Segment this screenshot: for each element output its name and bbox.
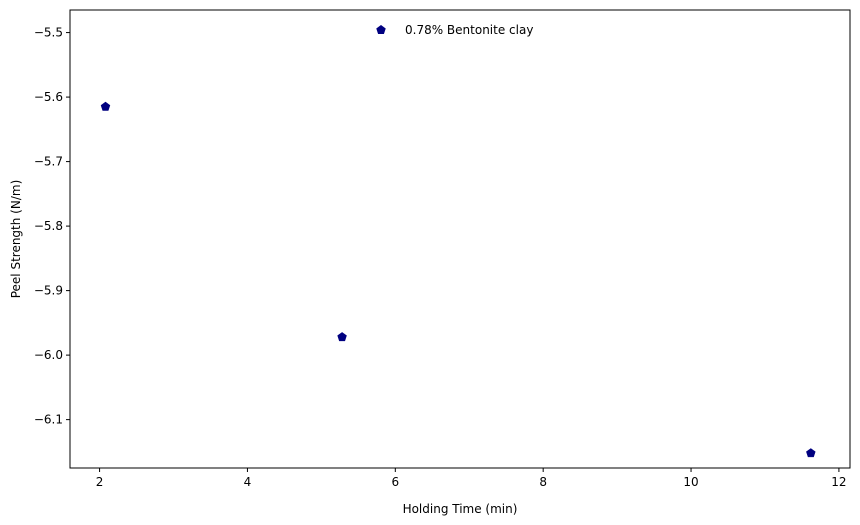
- legend: 0.78% Bentonite clay: [376, 23, 533, 37]
- legend-marker-pentagon-icon: [376, 25, 386, 35]
- plot-frame: [69, 9, 851, 469]
- data-point: [806, 448, 816, 458]
- y-tick-label: −5.9: [34, 284, 63, 298]
- y-axis: −5.5 −5.6 −5.7 −5.8 −5.9 −6.0 −6.1: [34, 26, 70, 427]
- y-tick-label: −5.6: [34, 90, 63, 104]
- x-tick-label: 2: [96, 475, 104, 489]
- x-tick-label: 8: [539, 475, 547, 489]
- data-marks: [100, 101, 816, 458]
- y-tick-label: −5.8: [34, 219, 63, 233]
- y-axis-label: Peel Strength (N/m): [9, 180, 23, 299]
- y-tick-label: −5.5: [34, 26, 63, 40]
- x-tick-label: 6: [391, 475, 399, 489]
- x-tick-label: 12: [831, 475, 846, 489]
- x-tick-label: 10: [683, 475, 698, 489]
- data-point: [337, 332, 347, 342]
- data-point: [100, 101, 111, 111]
- y-tick-label: −6.1: [34, 413, 63, 427]
- y-tick-label: −6.0: [34, 348, 63, 362]
- x-axis: 2 4 6 8 10 12: [96, 468, 847, 489]
- legend-label: 0.78% Bentonite clay: [405, 23, 533, 37]
- x-axis-label: Holding Time (min): [403, 502, 518, 516]
- y-tick-label: −5.7: [34, 155, 63, 169]
- x-tick-label: 4: [244, 475, 252, 489]
